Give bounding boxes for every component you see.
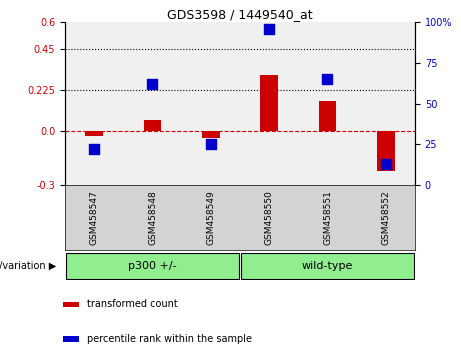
Bar (144, 120, 161, 131)
Bar (66, 253, 239, 279)
Text: p300 +/-: p300 +/- (128, 261, 177, 271)
Text: GSM458550: GSM458550 (265, 190, 274, 245)
Text: GSM458552: GSM458552 (381, 190, 390, 245)
Bar (319, 101, 336, 131)
Point (382, 161, 390, 167)
Title: GDS3598 / 1449540_at: GDS3598 / 1449540_at (167, 8, 313, 21)
Bar (85, 131, 103, 136)
Point (149, 81, 156, 87)
Text: percentile rank within the sample: percentile rank within the sample (87, 334, 252, 344)
Bar (377, 131, 395, 171)
Point (90, 146, 98, 152)
Point (324, 76, 331, 82)
Text: GSM458547: GSM458547 (90, 190, 99, 245)
Text: transformed count: transformed count (87, 299, 177, 309)
Bar (202, 131, 219, 138)
Point (266, 26, 273, 32)
Bar (63, 302, 79, 307)
Bar (241, 253, 414, 279)
Text: genotype/variation ▶: genotype/variation ▶ (0, 261, 56, 271)
Bar (63, 336, 79, 342)
Text: GSM458548: GSM458548 (148, 190, 157, 245)
Bar (260, 75, 278, 131)
Text: GSM458549: GSM458549 (207, 190, 215, 245)
Point (207, 141, 214, 147)
Text: wild-type: wild-type (302, 261, 353, 271)
Text: GSM458551: GSM458551 (323, 190, 332, 245)
